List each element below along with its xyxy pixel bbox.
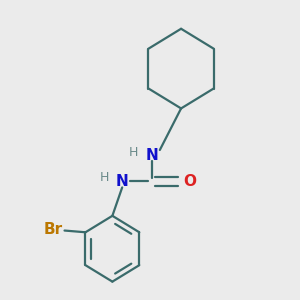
Text: Br: Br bbox=[43, 222, 62, 237]
Text: N: N bbox=[116, 174, 129, 189]
Text: H: H bbox=[129, 146, 138, 159]
Text: H: H bbox=[100, 170, 109, 184]
Text: N: N bbox=[145, 148, 158, 163]
Text: O: O bbox=[184, 174, 197, 189]
